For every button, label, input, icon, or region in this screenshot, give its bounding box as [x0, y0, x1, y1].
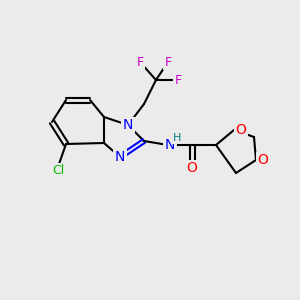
Text: Cl: Cl: [52, 164, 64, 178]
Text: F: F: [164, 56, 172, 68]
Text: O: O: [236, 123, 246, 137]
Text: N: N: [165, 138, 175, 152]
Text: O: O: [258, 153, 268, 167]
Text: F: F: [136, 56, 144, 68]
Text: N: N: [123, 118, 133, 132]
Text: H: H: [173, 133, 181, 143]
Text: N: N: [115, 150, 125, 164]
Text: F: F: [174, 74, 182, 86]
Text: O: O: [187, 161, 197, 175]
